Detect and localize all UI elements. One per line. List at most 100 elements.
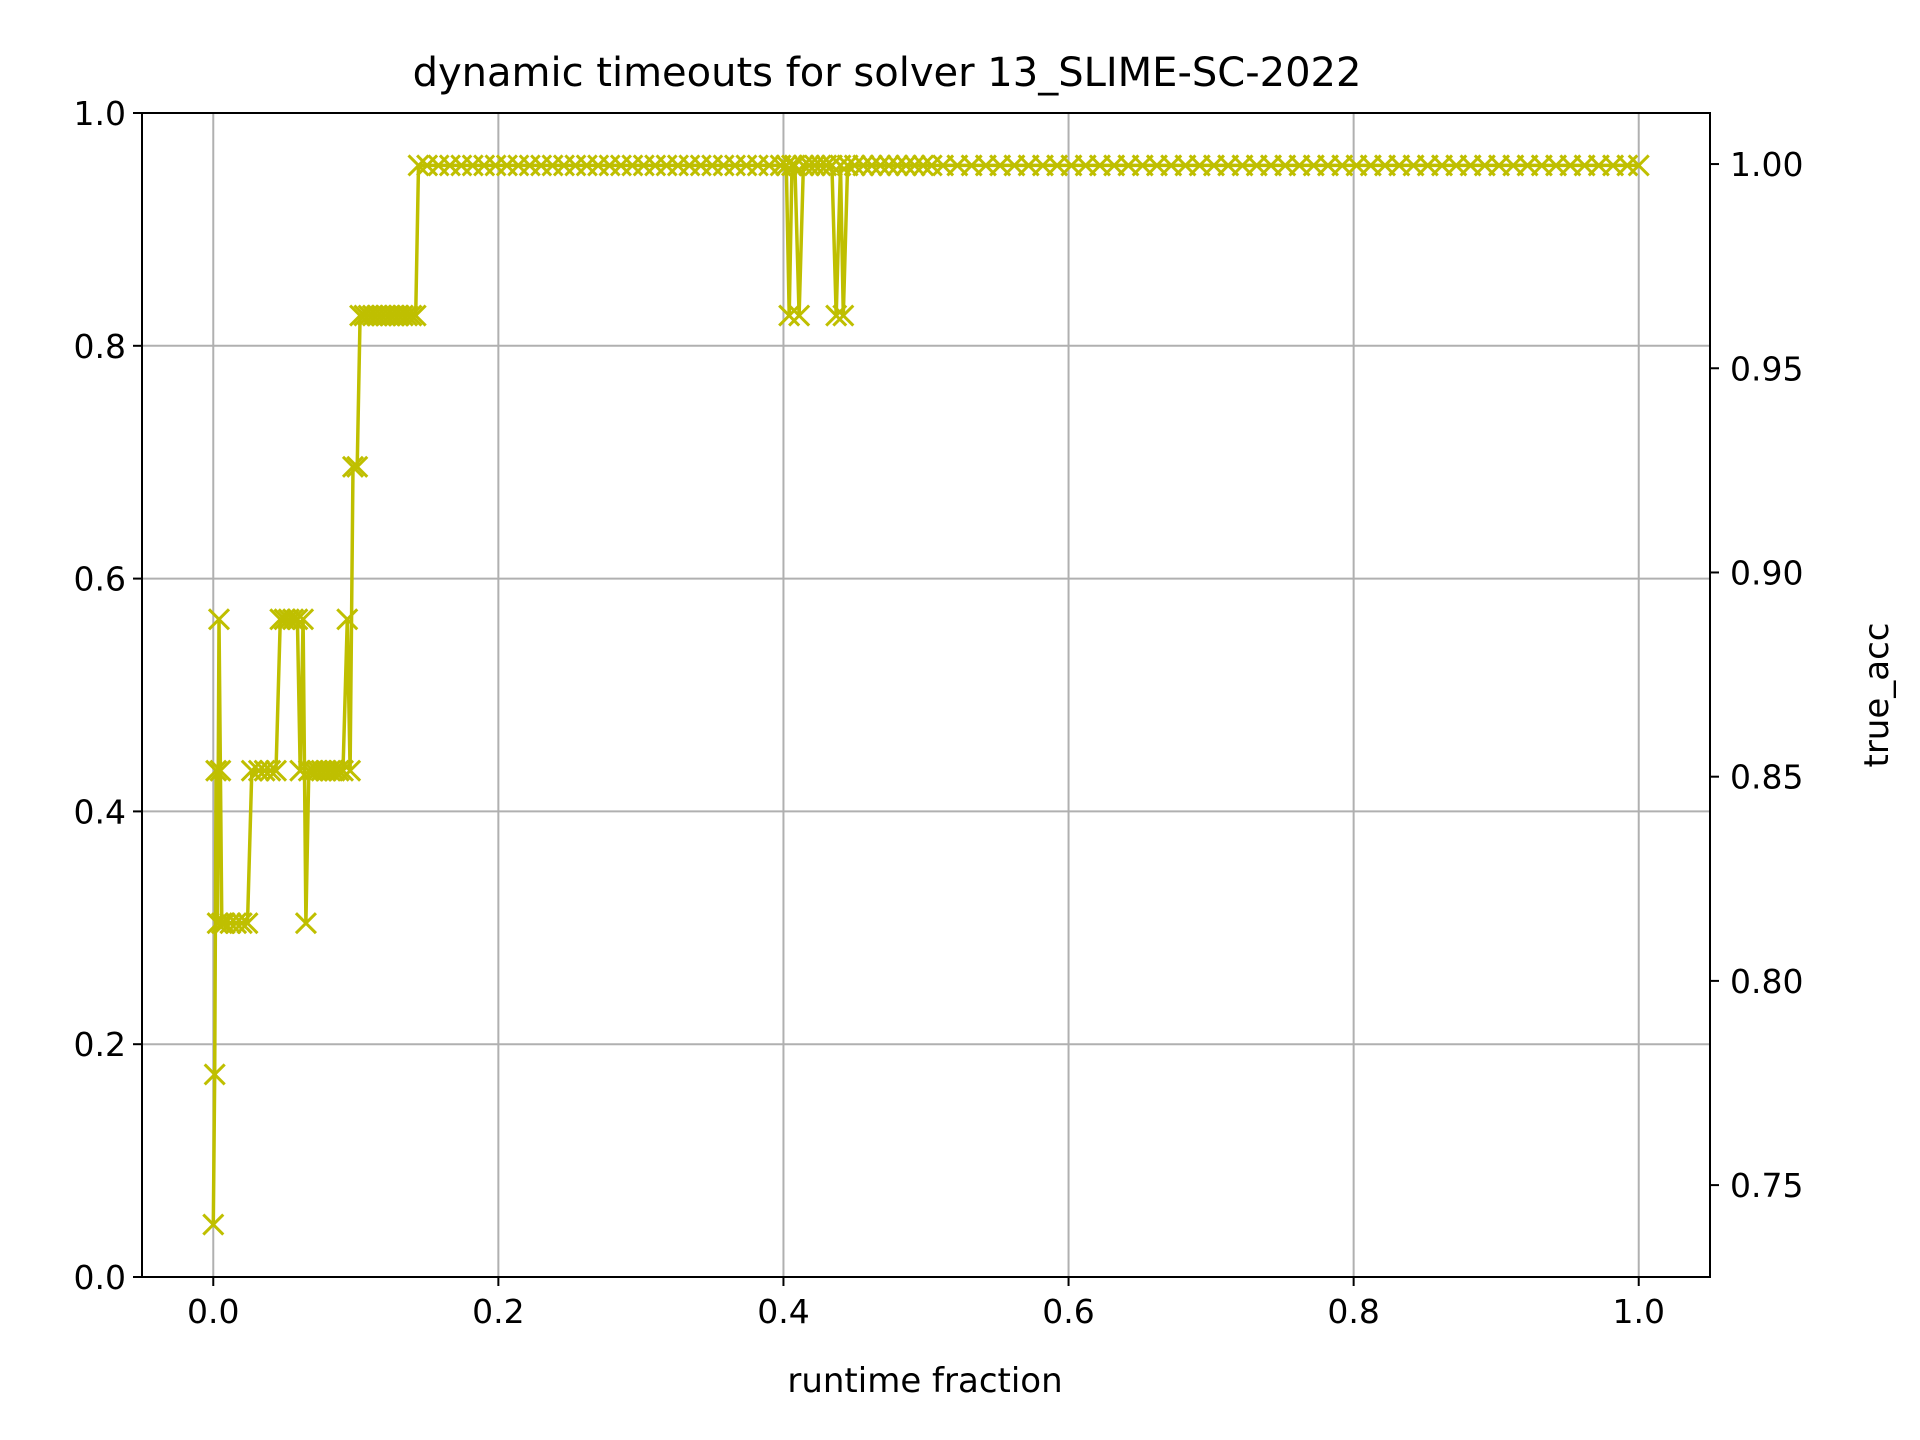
data-point-marker	[860, 154, 883, 177]
marker-stroke	[860, 154, 883, 177]
marker-stroke	[236, 912, 259, 935]
marker-stroke	[400, 304, 423, 327]
marker-stroke	[331, 759, 355, 782]
y-tick-label: 1.0	[74, 94, 126, 133]
y-right-tick-label: 0.75	[1730, 1166, 1803, 1205]
grid-lines	[142, 112, 1710, 1278]
y-tick-label: 0.8	[74, 327, 126, 366]
marker-stroke	[292, 608, 315, 631]
data-point-marker	[336, 608, 359, 631]
marker-stroke	[886, 154, 909, 177]
series-line	[211, 163, 1639, 1225]
data-point-marker	[264, 759, 288, 782]
y-tick-label: 0.6	[74, 560, 126, 599]
y-right-tick-label: 0.90	[1730, 553, 1803, 592]
data-series	[202, 154, 1650, 1236]
y-tick-label: 0.2	[74, 1025, 126, 1064]
x-tick-label: 0.0	[187, 1292, 239, 1331]
data-point-marker	[903, 154, 926, 177]
chart-title: dynamic timeouts for solver 13_SLIME-SC-…	[413, 50, 1362, 96]
marker-stroke	[207, 608, 231, 631]
data-point-marker	[396, 304, 419, 327]
data-point-marker	[346, 455, 369, 478]
data-point-marker	[886, 154, 909, 177]
data-point-marker	[331, 759, 355, 782]
data-point-marker	[894, 154, 918, 177]
marker-stroke	[341, 455, 365, 478]
data-point-marker	[775, 154, 798, 177]
data-point-marker	[209, 759, 232, 782]
data-point-marker	[407, 154, 430, 177]
data-point-marker	[852, 154, 875, 177]
marker-stroke	[209, 759, 232, 782]
plot-area-frame	[141, 112, 1711, 1278]
marker-stroke	[903, 154, 926, 177]
marker-stroke	[877, 154, 900, 177]
y-right-tick-label: 0.80	[1730, 962, 1803, 1001]
data-point-marker	[836, 154, 859, 177]
data-point-marker	[207, 608, 231, 631]
y-right-tick-label: 0.85	[1730, 758, 1803, 797]
data-point-marker	[825, 304, 848, 327]
marker-stroke	[202, 1213, 225, 1236]
data-point-marker	[912, 154, 935, 177]
data-point-marker	[778, 304, 801, 327]
marker-stroke	[346, 455, 369, 478]
data-point-marker	[404, 304, 427, 327]
data-point-marker	[282, 608, 305, 631]
data-point-marker	[1627, 154, 1650, 177]
marker-stroke	[820, 154, 843, 177]
marker-stroke	[407, 154, 430, 177]
marker-stroke	[286, 608, 309, 631]
marker-stroke	[396, 304, 419, 327]
marker-stroke	[264, 759, 288, 782]
x-axis-label: runtime fraction	[787, 1361, 1062, 1401]
marker-stroke	[203, 1063, 226, 1086]
y-tick-label: 0.4	[74, 792, 126, 831]
marker-stroke	[788, 304, 811, 327]
y-right-tick-label: 1.00	[1730, 145, 1803, 184]
data-point-marker	[205, 759, 228, 782]
marker-stroke	[778, 304, 801, 327]
data-point-marker	[788, 304, 811, 327]
marker-stroke	[852, 154, 875, 177]
marker-stroke	[832, 304, 855, 327]
marker-stroke	[894, 154, 918, 177]
marker-stroke	[912, 154, 935, 177]
y-tick-label: 0.0	[74, 1258, 126, 1297]
x-tick-label: 0.8	[1327, 1292, 1379, 1331]
x-tick-label: 0.6	[1042, 1292, 1094, 1331]
marker-stroke	[404, 304, 427, 327]
marker-stroke	[775, 154, 798, 177]
marker-stroke	[259, 759, 282, 782]
data-point-marker	[292, 608, 315, 631]
marker-stroke	[843, 154, 866, 177]
data-point-marker	[294, 912, 317, 935]
marker-stroke	[294, 912, 317, 935]
data-point-marker	[259, 759, 282, 782]
marker-stroke	[230, 912, 253, 935]
data-point-marker	[202, 1213, 225, 1236]
marker-stroke	[825, 304, 848, 327]
marker-stroke	[323, 759, 346, 782]
data-point-marker	[341, 455, 365, 478]
marker-stroke	[336, 608, 359, 631]
marker-stroke	[205, 759, 228, 782]
data-point-marker	[286, 608, 309, 631]
data-point-marker	[230, 912, 253, 935]
data-point-marker	[820, 154, 843, 177]
x-tick-label: 0.4	[757, 1292, 809, 1331]
marker-stroke	[339, 759, 362, 782]
data-point-marker	[869, 154, 892, 177]
data-point-marker	[236, 912, 259, 935]
data-point-marker	[400, 304, 423, 327]
axis-ticks: 0.0 0.2 0.4 0.6 0.8 1.0 0.0 0.2 0.4 0.6 0.8 1.0 0.75…	[74, 94, 1804, 1331]
marker-stroke	[869, 154, 892, 177]
marker-stroke	[836, 154, 859, 177]
marker-stroke	[282, 608, 305, 631]
data-point-marker	[203, 1063, 226, 1086]
data-point-marker	[323, 759, 346, 782]
data-point-marker	[832, 304, 855, 327]
x-tick-label: 1.0	[1612, 1292, 1664, 1331]
